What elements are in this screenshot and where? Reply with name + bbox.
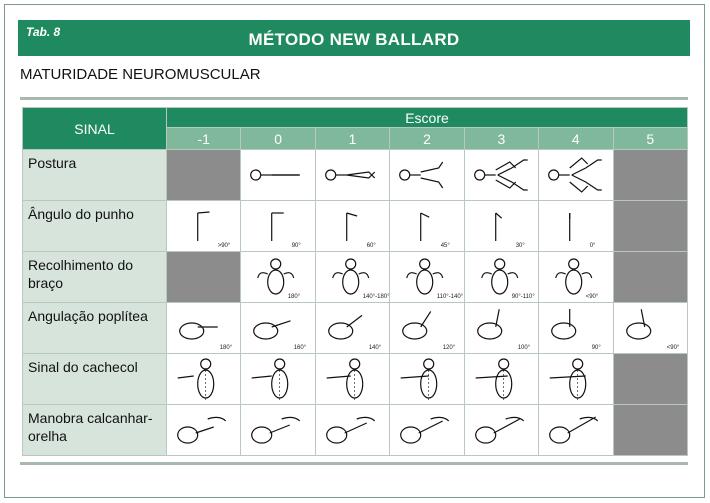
empty-cell [165,251,242,303]
sign-label: Postura [22,149,167,201]
figure-cell [240,353,316,405]
figure-cell: 180° [165,302,242,354]
figure-cell [165,404,242,456]
angle-label: 45° [441,243,451,249]
table-number: Tab. 8 [26,25,61,39]
empty-cell [612,353,689,405]
angle-label: 160° [294,345,307,351]
ballard-table: SINAL Escore -1 0 1 2 3 4 5 Postura Ângul… [22,107,689,456]
escore-header: Escore [166,107,688,128]
table-row: Manobra calcanhar-orelha [22,404,689,456]
table-row: Recolhimento do braço 180° 140°-180° 110°-1… [22,251,689,303]
figure-cell: 90° [538,302,614,354]
figure-cell [538,353,614,405]
section-subtitle: MATURIDADE NEUROMUSCULAR [20,66,261,83]
figure-cell: 100° [463,302,540,354]
score-header: 1 [314,127,391,150]
figure-cell [314,149,391,201]
sign-label: Angulação poplítea [22,302,167,354]
angle-label: 100° [517,345,530,351]
score-header: 4 [538,127,614,150]
angle-label: 180° [220,345,233,351]
angle-label: 140°-180° [363,294,390,300]
figure-cell [389,404,465,456]
sign-label: Recolhimento do braço [22,251,167,303]
figure-cell [538,149,614,201]
angle-label: >90° [218,243,231,249]
figure-cell: 90° [240,200,316,252]
sign-label: Ângulo do punho [22,200,167,252]
figure-cell: 110°-140° [389,251,465,303]
figure-cell [389,149,465,201]
angle-label: 90°-110° [511,294,535,300]
score-header: 2 [389,127,465,150]
bottom-rule [20,462,688,465]
figure-cell: 60° [314,200,391,252]
empty-cell [612,149,689,201]
empty-cell [612,200,689,252]
figure-cell: >90° [165,200,242,252]
figure-cell: 120° [389,302,465,354]
score-header: 3 [463,127,540,150]
angle-label: <90° [666,345,679,351]
sign-label: Sinal do cachecol [22,353,167,405]
table-header-bar: Tab. 8 MÉTODO NEW BALLARD [18,20,690,56]
score-header: 5 [612,127,689,150]
angle-label: 120° [443,345,456,351]
figure-cell [463,404,540,456]
sign-label: Manobra calcanhar-orelha [22,404,167,456]
table-row: Angulação poplítea 180° 160° 140° 120° 100° 90… [22,302,689,354]
figure-cell: 140° [314,302,391,354]
figure-cell [240,404,316,456]
figure-cell [314,404,391,456]
table-title: MÉTODO NEW BALLARD [248,30,460,49]
angle-label: 110°-140° [437,294,464,300]
angle-label: <90° [586,294,599,300]
table-row: Ângulo do punho >90° 90° 60° 45° 30° 0° [22,200,689,252]
figure-cell [389,353,465,405]
angle-label: 30° [515,243,525,249]
empty-cell [612,251,689,303]
angle-label: 90° [592,345,602,351]
sinal-header: SINAL [22,107,167,150]
figure-cell: 30° [463,200,540,252]
figure-cell: 140°-180° [314,251,391,303]
table-row: Postura [22,149,689,201]
figure-cell: <90° [538,251,614,303]
table-row: Sinal do cachecol [22,353,689,405]
figure-cell: 90°-110° [463,251,540,303]
figure-cell: <90° [612,302,689,354]
figure-cell [463,353,540,405]
figure-cell [538,404,614,456]
angle-label: 180° [288,294,301,300]
angle-label: 0° [590,243,596,249]
figure-cell: 160° [240,302,316,354]
figure-cell: 180° [240,251,316,303]
figure-cell: 45° [389,200,465,252]
top-rule [20,97,688,100]
figure-cell [463,149,540,201]
empty-cell [612,404,689,456]
score-header: 0 [240,127,316,150]
figure-cell [314,353,391,405]
figure-cell [165,353,242,405]
figure-cell [240,149,316,201]
figure-cell: 0° [538,200,614,252]
angle-label: 60° [367,243,377,249]
angle-label: 140° [369,345,382,351]
empty-cell [165,149,242,201]
score-header: -1 [165,127,242,150]
table-frame [4,4,705,498]
angle-label: 90° [292,243,302,249]
